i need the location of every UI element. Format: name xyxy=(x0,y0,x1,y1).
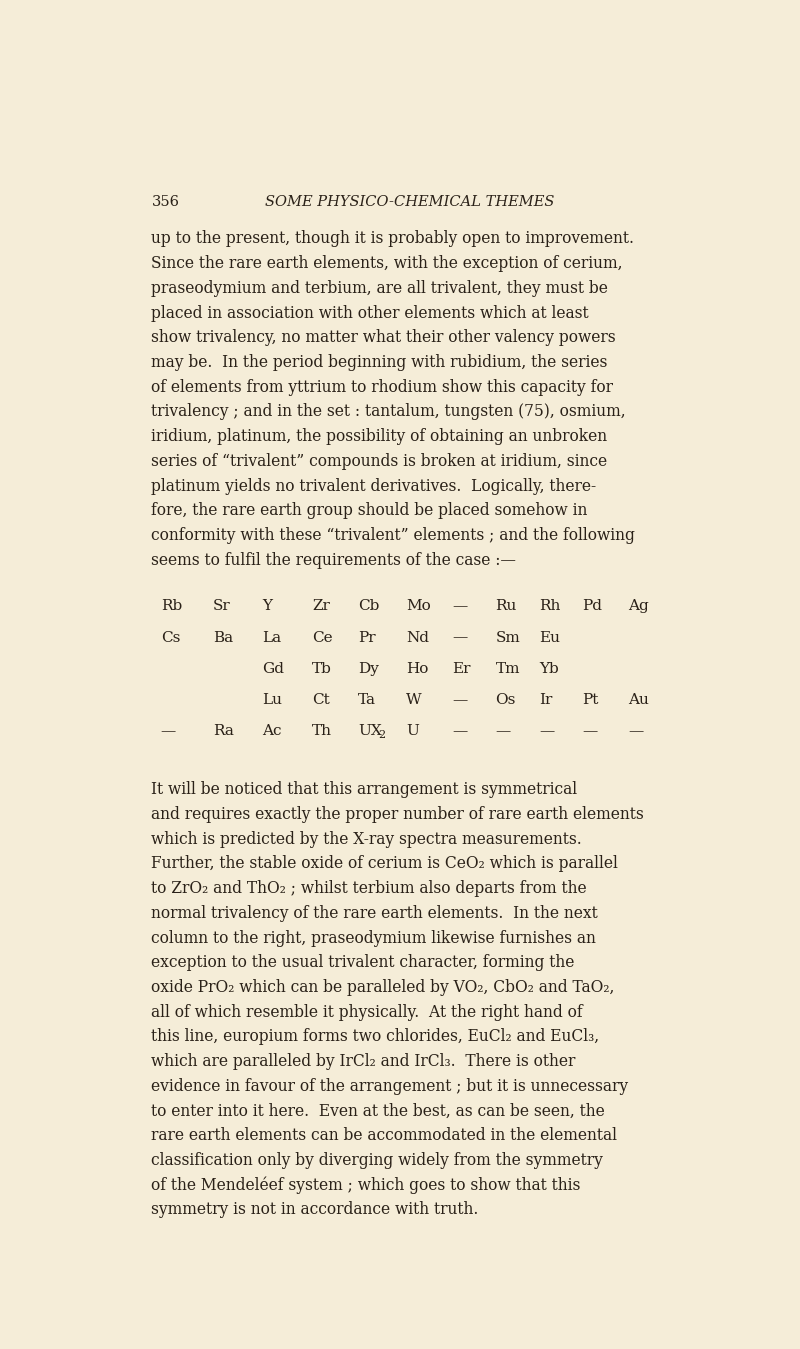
Text: Tm: Tm xyxy=(495,662,520,676)
Text: Ac: Ac xyxy=(262,724,282,738)
Text: —: — xyxy=(452,724,467,738)
Text: all of which resemble it physically.  At the right hand of: all of which resemble it physically. At … xyxy=(151,1004,583,1021)
Text: Mo: Mo xyxy=(406,599,431,614)
Text: fore, the rare earth group should be placed somehow in: fore, the rare earth group should be pla… xyxy=(151,502,588,519)
Text: W: W xyxy=(406,693,422,707)
Text: Eu: Eu xyxy=(539,630,560,645)
Text: Sr: Sr xyxy=(213,599,230,614)
Text: —: — xyxy=(495,724,511,738)
Text: normal trivalency of the rare earth elements.  In the next: normal trivalency of the rare earth elem… xyxy=(151,905,598,921)
Text: Nd: Nd xyxy=(406,630,430,645)
Text: Th: Th xyxy=(312,724,332,738)
Text: Rb: Rb xyxy=(161,599,182,614)
Text: Er: Er xyxy=(452,662,470,676)
Text: exception to the usual trivalent character, forming the: exception to the usual trivalent charact… xyxy=(151,954,575,971)
Text: classification only by diverging widely from the symmetry: classification only by diverging widely … xyxy=(151,1152,603,1170)
Text: —: — xyxy=(161,724,176,738)
Text: which is predicted by the X-ray spectra measurements.: which is predicted by the X-ray spectra … xyxy=(151,831,582,847)
Text: Ag: Ag xyxy=(628,599,649,614)
Text: Rh: Rh xyxy=(539,599,560,614)
Text: SOME PHYSICO-CHEMICAL THEMES: SOME PHYSICO-CHEMICAL THEMES xyxy=(266,196,554,209)
Text: Cb: Cb xyxy=(358,599,379,614)
Text: —: — xyxy=(452,693,467,707)
Text: Further, the stable oxide of cerium is CeO₂ which is parallel: Further, the stable oxide of cerium is C… xyxy=(151,855,618,873)
Text: series of “trivalent” compounds is broken at iridium, since: series of “trivalent” compounds is broke… xyxy=(151,453,607,469)
Text: UX: UX xyxy=(358,724,382,738)
Text: to enter into it here.  Even at the best, as can be seen, the: to enter into it here. Even at the best,… xyxy=(151,1102,606,1120)
Text: Ho: Ho xyxy=(406,662,429,676)
Text: —: — xyxy=(628,724,643,738)
Text: and requires exactly the proper number of rare earth elements: and requires exactly the proper number o… xyxy=(151,805,644,823)
Text: Ru: Ru xyxy=(495,599,517,614)
Text: symmetry is not in accordance with truth.: symmetry is not in accordance with truth… xyxy=(151,1202,479,1218)
Text: U: U xyxy=(406,724,419,738)
Text: Ta: Ta xyxy=(358,693,376,707)
Text: to ZrO₂ and ThO₂ ; whilst terbium also departs from the: to ZrO₂ and ThO₂ ; whilst terbium also d… xyxy=(151,880,587,897)
Text: iridium, platinum, the possibility of obtaining an unbroken: iridium, platinum, the possibility of ob… xyxy=(151,428,607,445)
Text: La: La xyxy=(262,630,282,645)
Text: —: — xyxy=(539,724,554,738)
Text: Os: Os xyxy=(495,693,516,707)
Text: column to the right, praseodymium likewise furnishes an: column to the right, praseodymium likewi… xyxy=(151,929,596,947)
Text: Pd: Pd xyxy=(582,599,602,614)
Text: of elements from yttrium to rhodium show this capacity for: of elements from yttrium to rhodium show… xyxy=(151,379,614,395)
Text: —: — xyxy=(452,630,467,645)
Text: placed in association with other elements which at least: placed in association with other element… xyxy=(151,305,589,321)
Text: evidence in favour of the arrangement ; but it is unnecessary: evidence in favour of the arrangement ; … xyxy=(151,1078,629,1095)
Text: conformity with these “trivalent” elements ; and the following: conformity with these “trivalent” elemen… xyxy=(151,527,635,544)
Text: Tb: Tb xyxy=(312,662,332,676)
Text: Dy: Dy xyxy=(358,662,378,676)
Text: Zr: Zr xyxy=(312,599,330,614)
Text: 2: 2 xyxy=(378,730,386,741)
Text: 356: 356 xyxy=(151,196,179,209)
Text: Y: Y xyxy=(262,599,273,614)
Text: Ba: Ba xyxy=(213,630,233,645)
Text: Sm: Sm xyxy=(495,630,520,645)
Text: platinum yields no trivalent derivatives.  Logically, there-: platinum yields no trivalent derivatives… xyxy=(151,478,597,495)
Text: It will be noticed that this arrangement is symmetrical: It will be noticed that this arrangement… xyxy=(151,781,578,799)
Text: Ra: Ra xyxy=(213,724,234,738)
Text: Pr: Pr xyxy=(358,630,375,645)
Text: Au: Au xyxy=(628,693,649,707)
Text: which are paralleled by IrCl₂ and IrCl₃.  There is other: which are paralleled by IrCl₂ and IrCl₃.… xyxy=(151,1054,576,1070)
Text: Gd: Gd xyxy=(262,662,285,676)
Text: show trivalency, no matter what their other valency powers: show trivalency, no matter what their ot… xyxy=(151,329,616,347)
Text: Cs: Cs xyxy=(161,630,180,645)
Text: Ct: Ct xyxy=(312,693,330,707)
Text: Since the rare earth elements, with the exception of cerium,: Since the rare earth elements, with the … xyxy=(151,255,623,272)
Text: Yb: Yb xyxy=(539,662,558,676)
Text: oxide PrO₂ which can be paralleled by VO₂, CbO₂ and TaO₂,: oxide PrO₂ which can be paralleled by VO… xyxy=(151,979,615,996)
Text: praseodymium and terbium, are all trivalent, they must be: praseodymium and terbium, are all trival… xyxy=(151,279,608,297)
Text: this line, europium forms two chlorides, EuCl₂ and EuCl₃,: this line, europium forms two chlorides,… xyxy=(151,1028,599,1045)
Text: Lu: Lu xyxy=(262,693,282,707)
Text: Ir: Ir xyxy=(539,693,552,707)
Text: of the Mendeléef system ; which goes to show that this: of the Mendeléef system ; which goes to … xyxy=(151,1176,581,1194)
Text: trivalency ; and in the set : tantalum, tungsten (75), osmium,: trivalency ; and in the set : tantalum, … xyxy=(151,403,626,421)
Text: Ce: Ce xyxy=(312,630,333,645)
Text: seems to fulfil the requirements of the case :—: seems to fulfil the requirements of the … xyxy=(151,552,516,569)
Text: rare earth elements can be accommodated in the elemental: rare earth elements can be accommodated … xyxy=(151,1128,618,1144)
Text: Pt: Pt xyxy=(582,693,598,707)
Text: up to the present, though it is probably open to improvement.: up to the present, though it is probably… xyxy=(151,231,634,247)
Text: —: — xyxy=(452,599,467,614)
Text: —: — xyxy=(582,724,598,738)
Text: may be.  In the period beginning with rubidium, the series: may be. In the period beginning with rub… xyxy=(151,353,608,371)
